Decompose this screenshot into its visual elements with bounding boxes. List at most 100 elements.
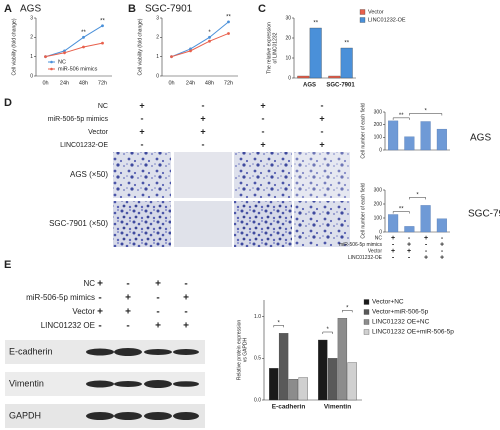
- x-tick-label: AGS: [303, 83, 316, 89]
- y-tick-label: 0: [379, 229, 382, 235]
- treatment-name: Vector: [368, 248, 383, 254]
- line: [171, 33, 229, 58]
- bar: [328, 75, 341, 79]
- legend-swatch: [359, 9, 366, 15]
- comparison-bracket: [273, 325, 284, 328]
- comparison-bracket: [392, 211, 410, 214]
- point: [82, 35, 85, 39]
- bar: [388, 214, 399, 233]
- y-tick-label: 20: [285, 35, 291, 41]
- bar: [318, 339, 328, 401]
- legend-label: Vector: [368, 9, 384, 15]
- legend-label: miR-506 mimics: [58, 66, 98, 72]
- panel-label: B: [128, 3, 136, 15]
- y-axis-label: The relative expression: [266, 22, 272, 74]
- point: [227, 32, 230, 35]
- point: [189, 49, 192, 53]
- comparison-bracket: [409, 113, 443, 116]
- treatment-sign: -: [321, 126, 324, 136]
- panel-label: D: [4, 97, 12, 109]
- significance: *: [327, 327, 330, 333]
- bar: [436, 218, 447, 233]
- y-axis-label: Relative protein expression: [236, 320, 242, 381]
- x-tick-label: 72h: [98, 80, 107, 86]
- treatment-sign: -: [98, 321, 101, 332]
- significance: *: [278, 320, 281, 326]
- panel-label: E: [4, 259, 11, 271]
- panel-label: C: [258, 3, 266, 15]
- line: [45, 42, 103, 58]
- y-tick-label: 1: [156, 54, 159, 60]
- x-tick-label: 72h: [224, 80, 233, 86]
- legend-swatch: [363, 329, 370, 335]
- y-tick-label: 10: [285, 55, 291, 61]
- legend-label: NC: [58, 59, 66, 65]
- x-tick-label: Vimentin: [324, 404, 351, 411]
- image-row-label: AGS (×50): [70, 170, 108, 179]
- treatment-sign: -: [184, 279, 187, 290]
- legend-swatch: [363, 309, 370, 315]
- legend-swatch: [363, 319, 370, 325]
- treatment-name: NC: [375, 235, 383, 241]
- significance: *: [208, 30, 211, 36]
- treatment-sign: +: [125, 307, 131, 318]
- treatment-sign: -: [141, 113, 144, 123]
- band: [86, 348, 114, 356]
- x-tick-label: 48h: [79, 80, 88, 86]
- treatment-sign: -: [126, 321, 129, 332]
- y-tick-label: 0: [30, 73, 33, 79]
- chart-title: SGC-7901: [468, 209, 500, 220]
- y-tick-label: 100: [374, 215, 383, 221]
- bar: [297, 75, 310, 79]
- point: [101, 41, 104, 45]
- x-tick-label: 24h: [186, 80, 195, 86]
- image: [113, 152, 171, 198]
- chart-title: AGS: [470, 133, 491, 144]
- band: [114, 412, 142, 420]
- significance: **: [344, 41, 349, 47]
- band: [173, 349, 199, 355]
- y-axis-label: Cell viability (fold change): [11, 18, 17, 75]
- treatment-sign: -: [262, 113, 265, 123]
- y-tick-label: 2: [30, 35, 33, 41]
- treatment-sign: +: [97, 307, 103, 318]
- y-tick-label: 30: [285, 15, 291, 21]
- y-axis-label: of LINC01232: [272, 32, 278, 63]
- bar: [420, 205, 431, 233]
- significance: *: [416, 192, 419, 198]
- bar: [340, 47, 353, 79]
- y-tick-label: 200: [374, 122, 383, 128]
- y-axis-label: vs GAPDH: [242, 338, 248, 363]
- significance: **: [81, 30, 86, 36]
- band: [114, 381, 142, 387]
- image: [294, 201, 350, 247]
- image: [294, 152, 350, 198]
- significance: *: [424, 109, 427, 115]
- y-axis-label: Cell number of each field: [360, 103, 366, 159]
- band: [144, 349, 172, 355]
- treatment-sign: -: [392, 254, 395, 261]
- microscopy-images: [113, 152, 350, 247]
- treatment-sign: -: [408, 235, 411, 242]
- point: [63, 51, 66, 55]
- treatment-name: miR-506-5p mimics: [26, 293, 95, 302]
- treatment-name: miR-506-5p mimics: [48, 116, 109, 123]
- comparison-bracket: [392, 117, 410, 120]
- comparison-bracket: [342, 310, 353, 313]
- treatment-sign: +: [407, 248, 411, 255]
- x-tick-label: 0h: [168, 80, 174, 86]
- treatment-sign: +: [155, 279, 161, 290]
- treatment-sign: +: [391, 235, 395, 242]
- blot-label: GAPDH: [9, 410, 41, 420]
- treatment-sign: -: [184, 307, 187, 318]
- treatment-sign: +: [407, 241, 411, 248]
- bar: [404, 136, 415, 151]
- treatment-sign: +: [200, 126, 205, 136]
- bar: [278, 333, 289, 401]
- legend-label: LINC01232-OE: [368, 17, 406, 23]
- treatment-name: LINC01232 OE: [41, 321, 95, 330]
- bar: [420, 121, 431, 151]
- x-tick-label: SGC-7901: [326, 83, 355, 89]
- line: [171, 21, 229, 58]
